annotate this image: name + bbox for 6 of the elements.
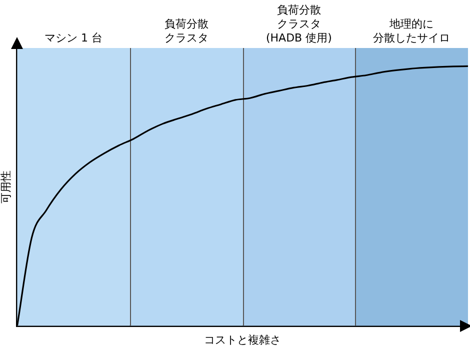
text: 地理的に分散したサイロ (373, 17, 450, 44)
text: 負荷分散クラスタ (164, 17, 208, 44)
text: 負荷分散クラスタ(HADB 使用) (266, 3, 332, 44)
text: マシン 1 台 (44, 31, 103, 44)
y-axis-title: 可用性 (0, 170, 12, 204)
x-axis-title: コストと複雑さ (204, 333, 282, 346)
